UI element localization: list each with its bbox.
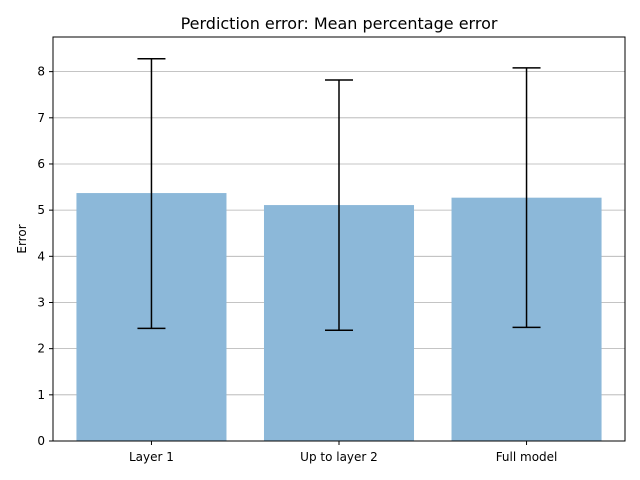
- y-axis: 0 1 2 3 4 5 6 7 8: [37, 65, 53, 448]
- y-tick-label: 8: [37, 65, 45, 79]
- y-tick-label: 6: [37, 157, 45, 171]
- y-tick-label: 2: [37, 342, 45, 356]
- y-axis-label: Error: [15, 224, 29, 253]
- y-tick-label: 4: [37, 249, 45, 263]
- y-tick-label: 3: [37, 295, 45, 309]
- x-tick-label: Layer 1: [129, 450, 174, 464]
- y-tick-label: 5: [37, 203, 45, 217]
- chart-title: Perdiction error: Mean percentage error: [181, 14, 498, 33]
- error-bars: [137, 57, 541, 331]
- x-tick-label: Full model: [496, 450, 558, 464]
- x-tick-label: Up to layer 2: [300, 450, 378, 464]
- y-tick-label: 0: [37, 434, 45, 448]
- x-axis: Layer 1 Up to layer 2 Full model: [129, 441, 557, 464]
- y-tick-label: 1: [37, 388, 45, 402]
- y-tick-label: 7: [37, 111, 45, 125]
